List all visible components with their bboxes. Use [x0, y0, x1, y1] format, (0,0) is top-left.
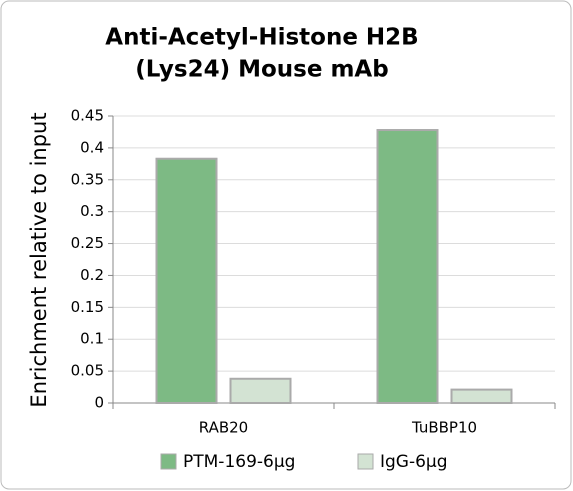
chart-title: Anti-Acetyl-Histone H2B [105, 25, 418, 51]
y-tick-label: 0.4 [80, 138, 104, 156]
legend-swatch [160, 453, 177, 470]
y-tick-label: 0.15 [71, 298, 104, 316]
y-tick-label: 0.05 [71, 362, 104, 380]
chart-title: (Lys24) Mouse mAb [135, 57, 388, 83]
bar [229, 377, 292, 404]
y-axis-label: Enrichment relative to input [27, 112, 51, 407]
x-tick-label: TuBBP10 [411, 419, 477, 437]
y-tick-label: 0.35 [71, 170, 104, 188]
legend-swatch [357, 453, 374, 470]
y-tick-label: 0.45 [71, 107, 104, 125]
y-tick-label: 0.2 [80, 266, 104, 284]
y-tick-label: 0.1 [80, 330, 104, 348]
y-tick-label: 0 [94, 394, 104, 412]
legend-label: IgG-6μg [380, 452, 448, 472]
bar [376, 129, 439, 405]
x-tick-label: RAB20 [199, 419, 248, 437]
legend-label: PTM-169-6μg [183, 452, 295, 472]
y-tick-label: 0.25 [71, 234, 104, 252]
bar [450, 388, 513, 404]
y-tick-label: 0.3 [80, 202, 104, 220]
bar [155, 157, 218, 404]
